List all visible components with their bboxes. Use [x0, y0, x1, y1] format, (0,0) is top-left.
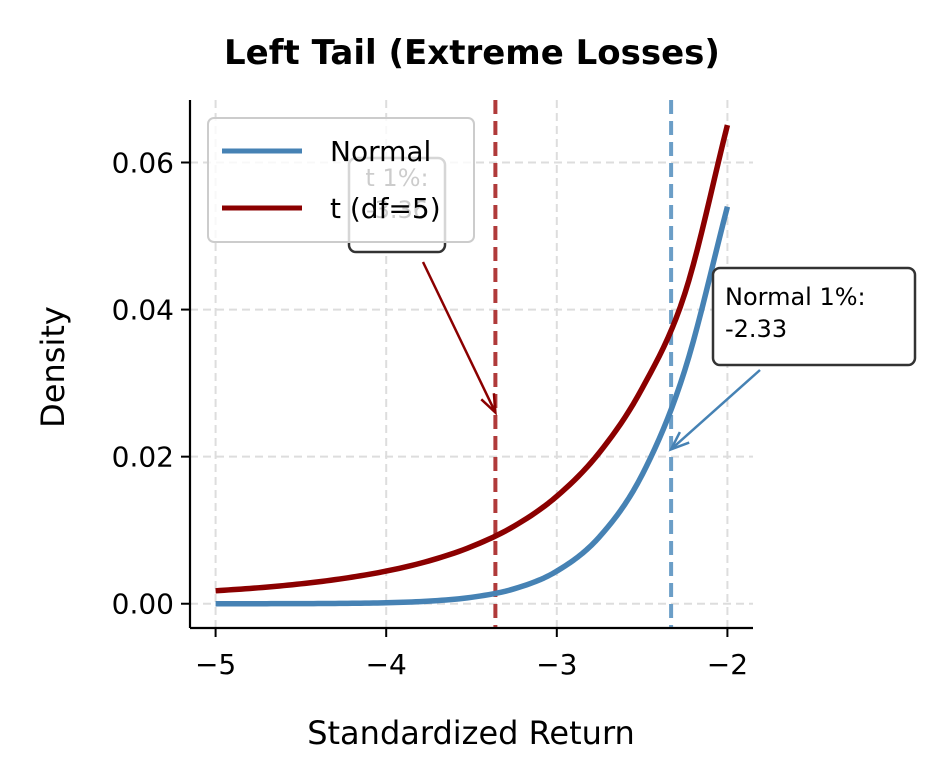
y-tick-label-1: 0.02: [112, 441, 174, 474]
x-tick-label-1: −4: [366, 648, 407, 681]
vline-layer: [493, 100, 674, 628]
axes-layer: [188, 100, 753, 630]
y-tick-label-3: 0.06: [112, 147, 174, 180]
series-line-t: [215, 124, 731, 594]
normal-annotation-text-0: Normal 1%:: [725, 283, 866, 311]
normal-annotation-box: [711, 266, 917, 367]
y-tick-label-0: 0.00: [112, 588, 174, 621]
x-axis-label: Standardized Return: [307, 714, 635, 752]
y-tick-label-2: 0.04: [112, 294, 174, 327]
normal-annotation-text-1: -2.33: [725, 315, 787, 343]
x-tick-label-0: −5: [195, 648, 236, 681]
x-tick-label-2: −3: [536, 648, 577, 681]
normal-annotation-arrow-head: [668, 431, 690, 452]
tick-layer: −5 −4 −3 −2 0.00 0.02 0.04 0.06: [112, 147, 748, 681]
x-tick-label-3: −2: [707, 648, 748, 681]
y-axis-label: Density: [34, 306, 72, 428]
chart-title: Left Tail (Extreme Losses): [224, 33, 720, 73]
legend-label-t: t (df=5): [330, 192, 441, 225]
t-annotation-arrow-shaft: [421, 261, 497, 414]
legend: Normal t (df=5): [207, 117, 475, 243]
legend-label-normal: Normal: [330, 135, 431, 168]
normal-annotation: Normal 1%: -2.33: [668, 266, 917, 452]
normal-annotation-arrow-shaft: [670, 369, 761, 451]
series-layer: [215, 124, 731, 607]
series-line-normal: [215, 206, 731, 607]
t-annotation-arrow-head: [480, 393, 497, 416]
